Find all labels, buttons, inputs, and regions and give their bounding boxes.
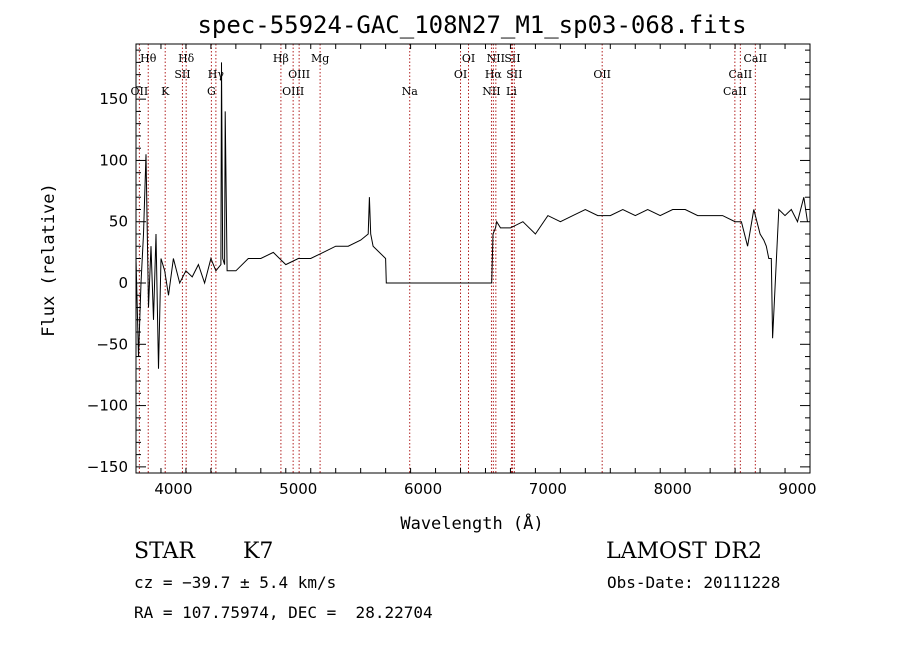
line-label: OII — [593, 68, 611, 81]
y-tick-label: 0 — [118, 274, 128, 292]
coordinates: RA = 107.75974, DEC = 28.22704 — [134, 603, 433, 622]
line-label: Hα — [485, 68, 503, 81]
chart-title: spec-55924-GAC_108N27_M1_sp03-068.fits — [197, 11, 746, 39]
y-tick-label: −50 — [96, 335, 128, 353]
line-label: OI — [454, 68, 467, 81]
line-label: Mg — [311, 52, 329, 65]
survey-name: LAMOST DR2 — [606, 539, 762, 564]
line-label: G — [207, 85, 216, 98]
line-label: OII — [131, 85, 149, 98]
line-label: Hβ — [273, 52, 289, 65]
line-label: SII — [504, 52, 520, 65]
line-label: Li — [506, 85, 517, 98]
line-label: OIII — [288, 68, 310, 81]
y-tick-label: 100 — [99, 151, 128, 169]
line-label: K — [161, 85, 170, 98]
y-axis: −150 −100 −50 0 50 100 150 — [87, 49, 810, 476]
redshift-velocity: cz = −39.7 ± 5.4 km/s — [134, 573, 337, 592]
x-tick-label: 9000 — [778, 480, 816, 498]
spectrum-line — [135, 62, 808, 369]
plot-frame — [135, 43, 811, 474]
y-tick-label: −100 — [87, 397, 128, 415]
line-label: NII — [487, 52, 505, 65]
object-subclass: K7 — [243, 539, 274, 564]
object-class: STAR — [134, 539, 195, 564]
line-label: CaII — [743, 52, 767, 65]
line-label: CaII — [729, 68, 753, 81]
line-label: Hθ — [140, 52, 157, 65]
line-label: Na — [402, 85, 419, 98]
line-label: Hδ — [178, 52, 195, 65]
x-tick-label: 6000 — [404, 480, 442, 498]
x-tick-label: 5000 — [279, 480, 317, 498]
x-axis-label: Wavelength (Å) — [400, 512, 543, 534]
y-tick-label: 50 — [109, 213, 128, 231]
line-label: OIII — [282, 85, 304, 98]
x-tick-label: 4000 — [154, 480, 192, 498]
x-tick-label: 7000 — [529, 480, 567, 498]
x-axis: 4000 5000 6000 7000 8000 9000 — [135, 44, 817, 498]
y-tick-label: 150 — [99, 90, 128, 108]
observation-date: Obs-Date: 20111228 — [607, 573, 781, 592]
y-axis-label: Flux (relative) — [39, 183, 59, 337]
x-tick-label: 8000 — [654, 480, 692, 498]
spectrum-trace — [135, 62, 808, 369]
line-label: OI — [462, 52, 475, 65]
y-tick-label: −150 — [87, 458, 128, 476]
line-label: Hγ — [208, 68, 225, 81]
line-label: SII — [506, 68, 522, 81]
line-label: NII — [482, 85, 500, 98]
line-label: CaII — [723, 85, 747, 98]
line-label: SII — [174, 68, 190, 81]
